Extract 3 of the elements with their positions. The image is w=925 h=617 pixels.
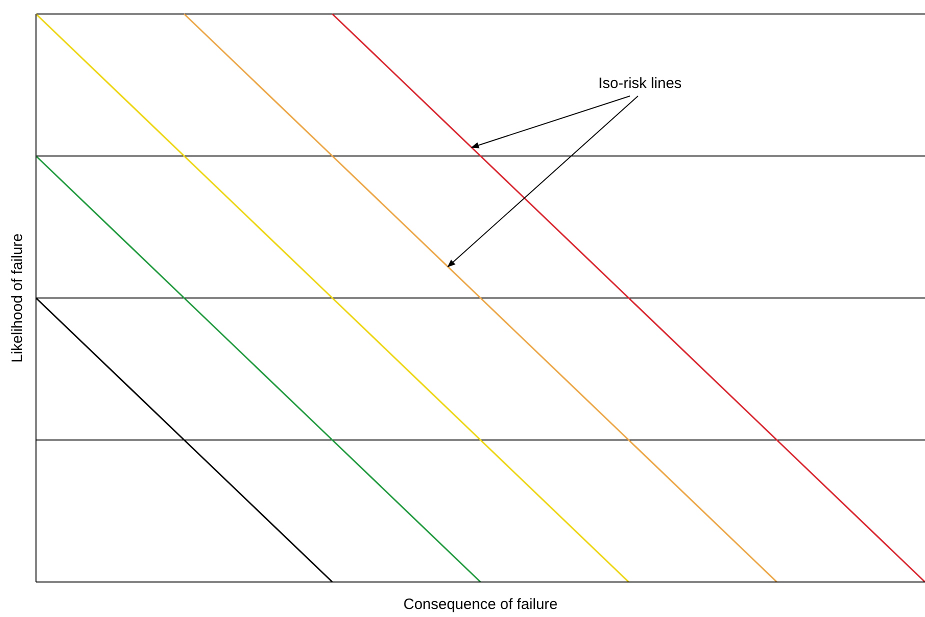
y-axis-title: Likelihood of failure	[9, 233, 26, 363]
annotation: Iso-risk lines	[598, 75, 682, 92]
x-axis-title: Consequence of failure	[403, 596, 558, 613]
